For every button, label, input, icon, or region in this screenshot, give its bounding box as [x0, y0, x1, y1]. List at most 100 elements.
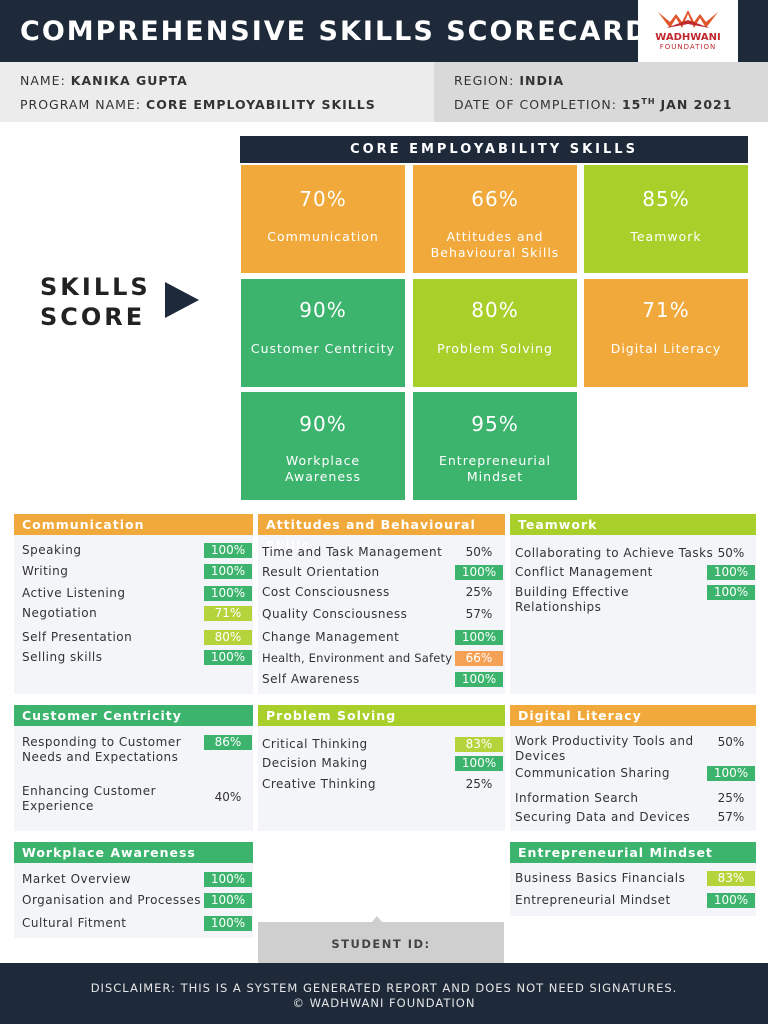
skill-value: 80% — [204, 630, 252, 645]
tile-percent: 90% — [299, 412, 347, 436]
tile-percent: 71% — [642, 298, 690, 322]
tile-label: Customer Centricity — [250, 341, 396, 356]
tile-customer-centricity: 90% Customer Centricity — [241, 279, 405, 387]
panel-title: Problem Solving — [258, 705, 505, 726]
skill-label: Market Overview — [22, 872, 132, 886]
skill-value: 50% — [465, 545, 493, 559]
panel-workplace-awareness: Workplace Awareness Market Overview 100% … — [14, 842, 253, 938]
tile-label: Entrepreneurial Mindset — [438, 453, 552, 484]
panel-title: Communication — [14, 514, 253, 535]
panel-problem-solving: Problem Solving Critical Thinking 83% Dec… — [258, 705, 505, 831]
tile-attitudes: 66% Attitudes and Behavioural Skills — [413, 165, 577, 273]
skill-value: 100% — [204, 586, 252, 601]
name-line: NAME: KANIKA GUPTA — [20, 73, 188, 88]
date-suffix: TH — [641, 97, 656, 106]
skill-value: 100% — [204, 916, 252, 931]
tile-percent: 90% — [299, 298, 347, 322]
disclaimer-text: DISCLAIMER: THIS IS A SYSTEM GENERATED R… — [90, 981, 678, 995]
tile-label: Attitudes and Behavioural Skills — [430, 229, 560, 260]
panel-title: Entrepreneurial Mindset — [510, 842, 756, 863]
play-arrow-icon — [165, 282, 199, 318]
tile-percent: 95% — [471, 412, 519, 436]
panel-title: Digital Literacy — [510, 705, 756, 726]
date-day: 15 — [621, 97, 642, 113]
skill-value: 83% — [707, 871, 755, 886]
skill-label: Work Productivity Tools and Devices — [515, 734, 694, 763]
skill-label: Self Awareness — [262, 672, 360, 686]
logo: WADHWANI FOUNDATION — [638, 0, 738, 62]
skill-label: Entrepreneurial Mindset — [515, 893, 671, 907]
skill-label: Securing Data and Devices — [515, 810, 691, 824]
region-line: REGION: INDIA — [454, 73, 564, 88]
skill-label: Business Basics Financials — [515, 871, 686, 885]
logo-sub: FOUNDATION — [659, 43, 717, 51]
panel-title: Workplace Awareness — [14, 842, 253, 863]
skill-value: 100% — [455, 672, 503, 687]
skill-label: Responding to Customer Needs and Expecta… — [22, 735, 182, 764]
panel-customer-centricity: Customer Centricity Responding to Custom… — [14, 705, 253, 831]
skill-value: 100% — [707, 565, 755, 580]
tile-teamwork: 85% Teamwork — [584, 165, 748, 273]
page-title: COMPREHENSIVE SKILLS SCORECARD — [20, 16, 650, 47]
wadhwani-logo-icon — [658, 10, 718, 28]
panel-teamwork: Teamwork Collaborating to Achieve Tasks 5… — [510, 514, 756, 694]
skill-value: 100% — [455, 565, 503, 580]
skill-label: Time and Task Management — [262, 545, 443, 559]
panel-attitudes: Attitudes and Behavioural Skills Time an… — [258, 514, 505, 694]
skills-score-line2: SCORE — [40, 303, 146, 331]
skill-label: Decision Making — [262, 756, 368, 770]
tile-label: Workplace Awareness — [284, 453, 362, 484]
header-bar: COMPREHENSIVE SKILLS SCORECARD WADHWANI … — [0, 0, 768, 62]
skill-value: 86% — [204, 735, 252, 750]
region-label: REGION: — [454, 73, 515, 88]
core-skills-header: CORE EMPLOYABILITY SKILLS — [240, 136, 748, 163]
panel-digital-literacy: Digital Literacy Work Productivity Tools… — [510, 705, 756, 831]
logo-name: WADHWANI — [655, 32, 721, 43]
skill-value: 100% — [455, 630, 503, 645]
panel-title: Teamwork — [510, 514, 756, 535]
skill-label: Speaking — [22, 543, 82, 557]
skill-label: Enhancing Customer Experience — [22, 784, 157, 813]
skill-label: Conflict Management — [515, 565, 653, 579]
tile-label: Problem Solving — [437, 341, 553, 356]
student-id-notch — [372, 916, 382, 922]
skill-label: Creative Thinking — [262, 777, 377, 791]
skill-value: 40% — [214, 790, 242, 804]
skill-value: 100% — [707, 766, 755, 781]
name-label: NAME: — [20, 73, 66, 88]
skill-value: 100% — [455, 756, 503, 771]
program-line: PROGRAM NAME: CORE EMPLOYABILITY SKILLS — [20, 97, 376, 112]
skill-value: 57% — [465, 607, 493, 621]
skill-value: 100% — [707, 893, 755, 908]
tile-label: Teamwork — [630, 229, 702, 244]
skill-label: Information Search — [515, 791, 639, 805]
skill-label: Writing — [22, 564, 69, 578]
skills-score-line1: SKILLS — [40, 273, 151, 301]
skill-label: Selling skills — [22, 650, 103, 664]
skill-label: Building Effective Relationships — [515, 585, 630, 614]
skill-value: 100% — [707, 585, 755, 600]
skill-value: 50% — [717, 546, 745, 560]
student-info-right: REGION: INDIA DATE OF COMPLETION: 15TH J… — [434, 62, 768, 122]
skill-label: Organisation and Processes — [22, 893, 202, 907]
skill-value: 57% — [717, 810, 745, 824]
tile-digital-literacy: 71% Digital Literacy — [584, 279, 748, 387]
skill-label: Cultural Fitment — [22, 916, 127, 930]
tile-label: Communication — [267, 229, 379, 244]
skill-label: Communication Sharing — [515, 766, 670, 780]
skill-value: 66% — [455, 651, 503, 666]
skill-value: 100% — [204, 650, 252, 665]
date-rest: JAN 2021 — [660, 97, 733, 113]
name-value: KANIKA GUPTA — [70, 73, 188, 88]
skill-label: Negotiation — [22, 606, 98, 620]
skill-label: Collaborating to Achieve Tasks — [515, 546, 714, 560]
skill-label: Quality Consciousness — [262, 607, 408, 621]
tile-communication: 70% Communication — [241, 165, 405, 273]
tile-percent: 70% — [299, 187, 347, 211]
skill-value: 25% — [717, 791, 745, 805]
skill-label: Health, Environment and Safety — [262, 651, 453, 665]
skill-value: 100% — [204, 564, 252, 579]
tile-percent: 80% — [471, 298, 519, 322]
skill-value: 50% — [717, 735, 745, 749]
tile-percent: 85% — [642, 187, 690, 211]
